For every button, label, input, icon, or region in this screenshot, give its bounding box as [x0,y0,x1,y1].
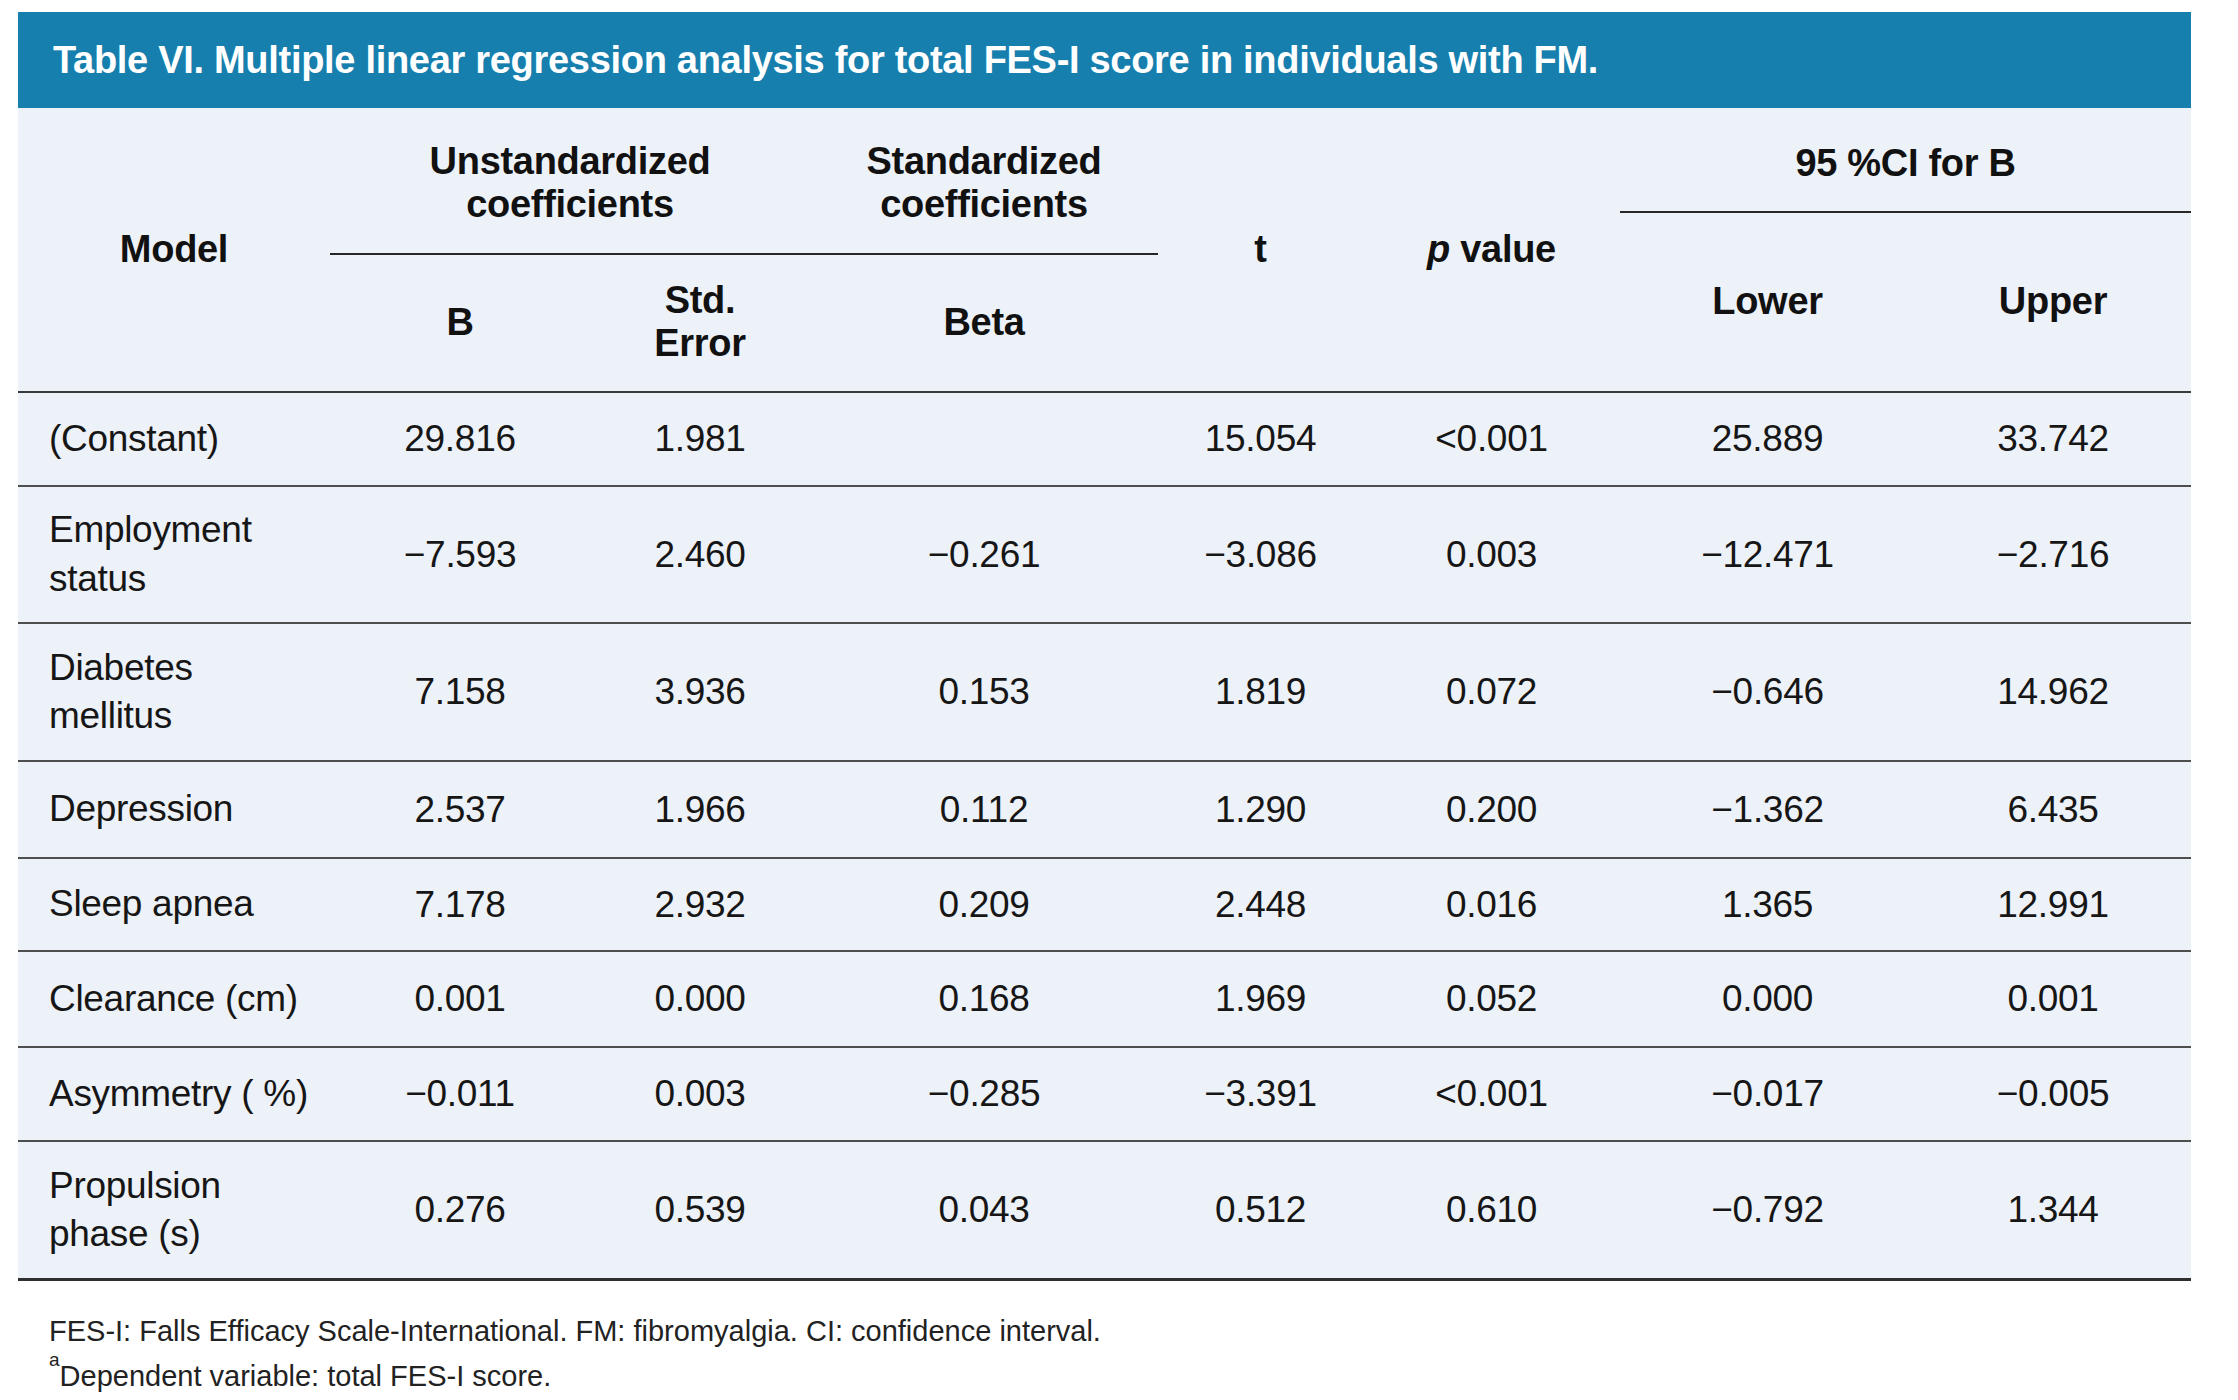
table: Model Unstandardized coefficients Standa… [18,108,2191,1281]
cell-std-error: 0.539 [590,1142,810,1278]
cell-lower: 1.365 [1620,859,1915,950]
cell-t: 0.512 [1158,1142,1363,1278]
cell-beta: 0.168 [810,952,1158,1046]
cell-p: 0.072 [1363,624,1620,760]
header-upper: Upper [1915,211,2191,391]
cell-model: Diabetes mellitus [18,624,330,760]
cell-lower: −1.362 [1620,762,1915,857]
cell-lower: 25.889 [1620,393,1915,485]
cell-t: 1.290 [1158,762,1363,857]
cell-upper: 33.742 [1915,393,2191,485]
cell-std-error: 2.932 [590,859,810,950]
cell-t: 15.054 [1158,393,1363,485]
cell-p: <0.001 [1363,1048,1620,1140]
cell-upper: 0.001 [1915,952,2191,1046]
table-row: Clearance (cm) 0.001 0.000 0.168 1.969 0… [18,950,2191,1046]
cell-lower: −12.471 [1620,487,1915,622]
cell-std-error: 3.936 [590,624,810,760]
table-row: (Constant) 29.816 1.981 15.054 <0.001 25… [18,393,2191,485]
header-lower: Lower [1620,211,1915,391]
header-std-error: Std. Error [590,253,810,391]
table-row: Diabetes mellitus 7.158 3.936 0.153 1.81… [18,622,2191,760]
cell-lower: 0.000 [1620,952,1915,1046]
cell-p: <0.001 [1363,393,1620,485]
table-row: Employment status −7.593 2.460 −0.261 −3… [18,485,2191,622]
header-beta: Beta [810,253,1158,391]
table-title: Table VI. Multiple linear regression ana… [53,39,1598,82]
header-p-value: p value [1363,108,1620,391]
cell-upper: 12.991 [1915,859,2191,950]
footnote-dependent-variable: aDependent variable: total FES-I score. [49,1350,2191,1395]
cell-t: −3.086 [1158,487,1363,622]
footnote-superscript-a: a [49,1349,60,1370]
cell-beta [810,393,1158,485]
cell-t: 1.969 [1158,952,1363,1046]
cell-b: 29.816 [330,393,590,485]
cell-beta: 0.112 [810,762,1158,857]
cell-b: −7.593 [330,487,590,622]
cell-model: (Constant) [18,393,330,485]
cell-model: Sleep apnea [18,859,330,950]
cell-t: −3.391 [1158,1048,1363,1140]
cell-std-error: 1.981 [590,393,810,485]
cell-beta: 0.043 [810,1142,1158,1278]
cell-beta: −0.261 [810,487,1158,622]
cell-model: Propulsion phase (s) [18,1142,330,1278]
cell-lower: −0.017 [1620,1048,1915,1140]
p-value-rest: value [1450,228,1556,270]
table-row: Sleep apnea 7.178 2.932 0.209 2.448 0.01… [18,857,2191,950]
cell-b: 7.178 [330,859,590,950]
cell-model: Employment status [18,487,330,622]
table-row: Asymmetry ( %) −0.011 0.003 −0.285 −3.39… [18,1046,2191,1140]
cell-model: Clearance (cm) [18,952,330,1046]
cell-p: 0.200 [1363,762,1620,857]
cell-std-error: 2.460 [590,487,810,622]
cell-b: 7.158 [330,624,590,760]
cell-p: 0.003 [1363,487,1620,622]
cell-upper: 6.435 [1915,762,2191,857]
cell-p: 0.052 [1363,952,1620,1046]
cell-b: 0.276 [330,1142,590,1278]
cell-std-error: 0.003 [590,1048,810,1140]
table-row: Propulsion phase (s) 0.276 0.539 0.043 0… [18,1140,2191,1278]
header-unstandardized-coefficients: Unstandardized coefficients [330,128,810,238]
cell-beta: 0.153 [810,624,1158,760]
table-footnotes: FES-I: Falls Efficacy Scale-Internationa… [18,1281,2191,1395]
cell-upper: −2.716 [1915,487,2191,622]
header-b: B [330,253,590,391]
header-standardized-coefficients: Standardized coefficients [810,128,1158,238]
cell-lower: −0.646 [1620,624,1915,760]
header-model: Model [18,108,330,391]
cell-b: 2.537 [330,762,590,857]
cell-std-error: 0.000 [590,952,810,1046]
footnote-abbreviations: FES-I: Falls Efficacy Scale-Internationa… [49,1313,2191,1350]
cell-beta: 0.209 [810,859,1158,950]
page: Table VI. Multiple linear regression ana… [0,0,2238,1400]
header-95ci: 95 %CI for B [1620,118,2191,208]
p-symbol: p [1427,228,1450,270]
cell-lower: −0.792 [1620,1142,1915,1278]
cell-model: Asymmetry ( %) [18,1048,330,1140]
cell-p: 0.610 [1363,1142,1620,1278]
cell-std-error: 1.966 [590,762,810,857]
cell-upper: −0.005 [1915,1048,2191,1140]
cell-upper: 14.962 [1915,624,2191,760]
table-header: Model Unstandardized coefficients Standa… [18,108,2191,393]
header-t: t [1158,108,1363,391]
table-row: Depression 2.537 1.966 0.112 1.290 0.200… [18,760,2191,857]
cell-p: 0.016 [1363,859,1620,950]
cell-b: −0.011 [330,1048,590,1140]
cell-t: 1.819 [1158,624,1363,760]
table-card: Table VI. Multiple linear regression ana… [18,12,2191,1395]
cell-beta: −0.285 [810,1048,1158,1140]
cell-upper: 1.344 [1915,1142,2191,1278]
cell-b: 0.001 [330,952,590,1046]
cell-t: 2.448 [1158,859,1363,950]
table-title-bar: Table VI. Multiple linear regression ana… [18,12,2191,108]
cell-model: Depression [18,762,330,857]
